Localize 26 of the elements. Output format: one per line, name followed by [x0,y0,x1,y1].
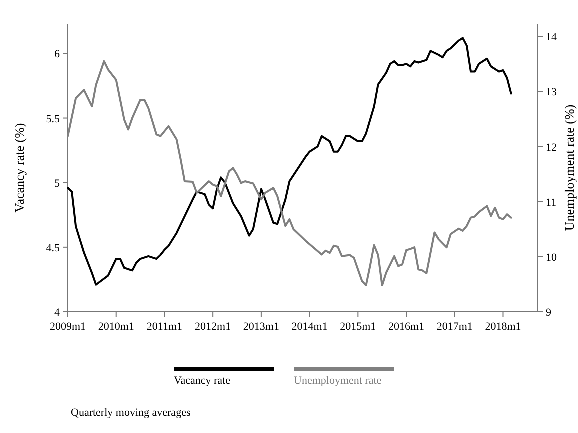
x-tick-label: 2017m1 [436,321,473,333]
x-tick-label: 2009m1 [50,321,86,333]
y2-tick-label: 13 [546,86,558,99]
y-tick-label: 5.5 [46,113,60,126]
x-tick-label: 2014m1 [292,321,328,333]
y2-tick-label: 10 [546,252,558,264]
y-tick-label: 5 [54,178,60,190]
x-tick-label: 2018m1 [485,321,522,333]
y2-tick-label: 11 [546,196,557,209]
x-tick-label: 2011m1 [146,321,183,333]
y2-axis-title: Unemployment rate (%) [562,104,577,232]
text: Unemployment rate [294,375,382,387]
y-axis-title: Vacancy rate (%) [12,123,27,213]
x-tick-label: 2013m1 [243,321,280,333]
y-tick-label: 6 [54,48,60,61]
text: Vacancy rate [174,375,231,387]
x-tick-label: 2015m1 [340,321,376,333]
text: Quarterly moving averages [71,407,191,419]
y-tick-label: 4.5 [46,242,60,254]
x-tick-label: 2010m1 [98,321,134,333]
y2-tick-label: 9 [546,307,552,319]
y-tick-label: 4 [54,307,60,319]
x-tick-label: 2012m1 [195,321,232,333]
y2-tick-label: 14 [546,32,558,44]
y2-tick-label: 12 [546,142,557,154]
x-tick-label: 2016m1 [388,321,425,333]
